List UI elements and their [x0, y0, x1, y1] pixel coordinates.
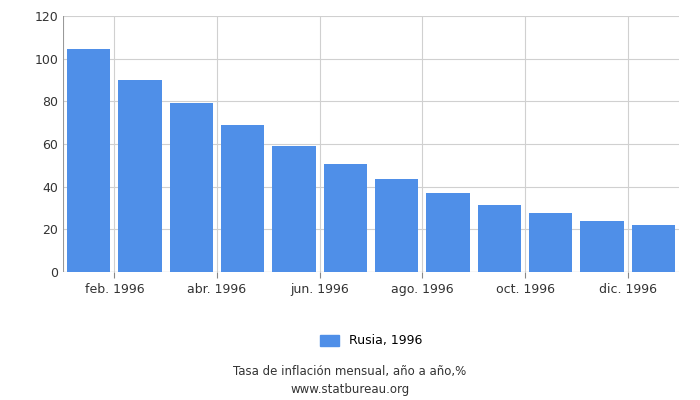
Bar: [528, 213, 573, 272]
Bar: [169, 104, 213, 272]
Bar: [631, 226, 675, 272]
Text: www.statbureau.org: www.statbureau.org: [290, 384, 410, 396]
Text: Tasa de inflación mensual, año a año,%: Tasa de inflación mensual, año a año,%: [233, 366, 467, 378]
Legend: Rusia, 1996: Rusia, 1996: [315, 330, 427, 352]
Bar: [323, 164, 367, 272]
Bar: [426, 193, 470, 272]
Bar: [66, 49, 111, 272]
Bar: [477, 205, 521, 272]
Bar: [118, 80, 162, 272]
Bar: [375, 178, 419, 272]
Bar: [580, 220, 624, 272]
Bar: [272, 146, 316, 272]
Bar: [221, 125, 265, 272]
